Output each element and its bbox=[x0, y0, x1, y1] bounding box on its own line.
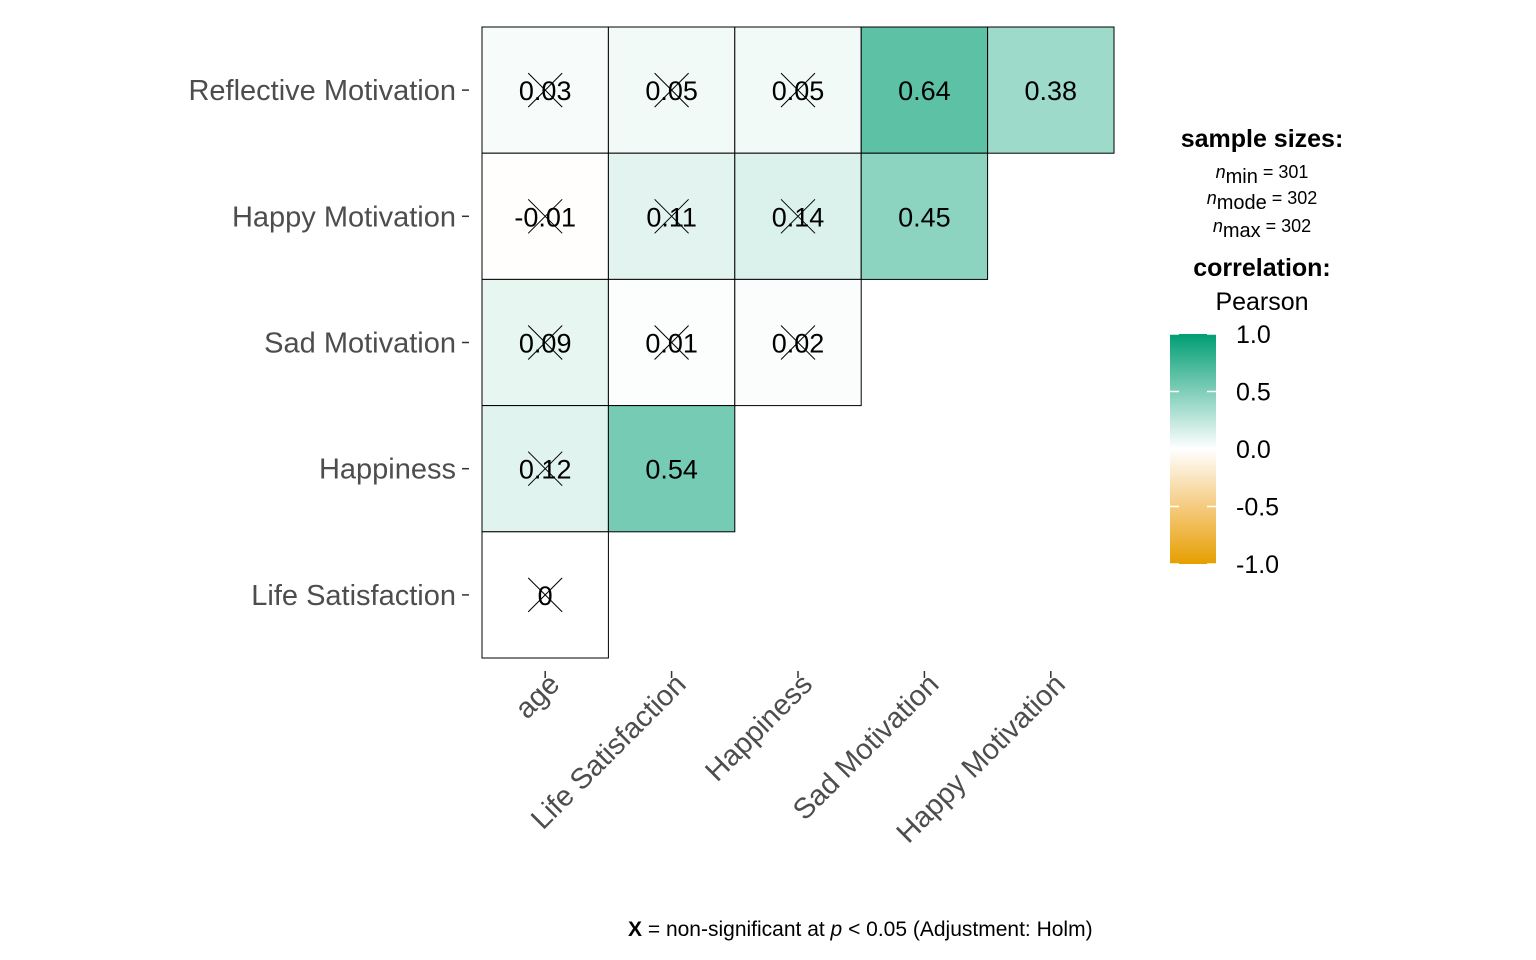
n-mode-symbol: n bbox=[1207, 188, 1217, 208]
colorbar-tick-label-0: 1.0 bbox=[1236, 321, 1271, 349]
y-label-life-satisfaction: Life Satisfaction bbox=[251, 580, 456, 612]
cell-label-reflective-motivation-life-satisfaction: 0.05 bbox=[645, 76, 698, 106]
correlation-title: correlation: bbox=[1193, 254, 1331, 282]
cell-label-reflective-motivation-age: 0.03 bbox=[519, 76, 572, 106]
non-significant-mark-happiness-age bbox=[527, 451, 563, 487]
colorbar-tick-label-4: -1.0 bbox=[1236, 551, 1279, 579]
n-max-value: = 302 bbox=[1266, 216, 1312, 236]
cell-label-reflective-motivation-sad-motivation: 0.64 bbox=[898, 76, 951, 106]
cell-happy-motivation-sad-motivation bbox=[860, 152, 989, 280]
n-min-value: = 301 bbox=[1263, 162, 1309, 182]
y-label-happy-motivation: Happy Motivation bbox=[232, 201, 456, 233]
n-min-subscript: min bbox=[1226, 166, 1258, 188]
x-label-age: age bbox=[509, 668, 566, 725]
cell-label-reflective-motivation-happiness: 0.05 bbox=[772, 76, 825, 106]
cell-happiness-life-satisfaction bbox=[607, 405, 736, 533]
cell-label-sad-motivation-happiness: 0.02 bbox=[772, 329, 825, 359]
colorbar-tick-label-3: -0.5 bbox=[1236, 494, 1279, 522]
cell-label-happy-motivation-sad-motivation: 0.45 bbox=[898, 202, 951, 232]
heatmap-cells: 0.03 0.05 0.05 0.64 0.38 -0.01 0.11 0.14 0.45 0.0… bbox=[481, 26, 1115, 659]
sample-sizes-title: sample sizes: bbox=[1181, 125, 1344, 153]
n-mode-label: nmode = 302 bbox=[1207, 188, 1318, 214]
cell-label-reflective-motivation-happy-motivation: 0.38 bbox=[1025, 76, 1078, 106]
x-label-happiness: Happiness bbox=[699, 668, 819, 788]
y-label-happiness: Happiness bbox=[319, 454, 456, 486]
colorbar-tick-label-2: 0.0 bbox=[1236, 436, 1271, 464]
cell-label-happy-motivation-life-satisfaction: 0.11 bbox=[646, 202, 697, 232]
n-max-symbol: n bbox=[1213, 216, 1223, 236]
y-axis: Reflective Motivation Happy Motivation Sad… bbox=[188, 75, 469, 612]
n-mode-value: = 302 bbox=[1272, 188, 1318, 208]
cell-reflective-motivation-happy-motivation bbox=[987, 26, 1115, 154]
caption-text-1: = non-significant at bbox=[642, 918, 831, 941]
n-max-subscript: max bbox=[1223, 220, 1261, 242]
cell-label-happiness-age: 0.12 bbox=[519, 455, 572, 485]
correlation-method: Pearson bbox=[1215, 288, 1308, 316]
y-label-sad-motivation: Sad Motivation bbox=[264, 328, 456, 360]
caption: X = non-significant at p < 0.05 (Adjustm… bbox=[628, 918, 1093, 941]
legend: sample sizes: nmin = 301 nmode = 302 nmax =… bbox=[1170, 125, 1343, 579]
colorbar-ticks: 1.0 0.5 0.0 -0.5 -1.0 bbox=[1170, 321, 1279, 579]
cell-label-happy-motivation-happiness: 0.14 bbox=[772, 202, 825, 232]
cell-label-life-satisfaction-age: 0 bbox=[538, 581, 553, 611]
non-significant-mark-reflective-motivation-happiness bbox=[780, 72, 816, 108]
non-significant-mark-reflective-motivation-age bbox=[527, 72, 563, 108]
non-significant-mark-sad-motivation-age bbox=[527, 325, 563, 360]
caption-text-2: < 0.05 (Adjustment: Holm) bbox=[842, 918, 1092, 941]
non-significant-mark-happy-motivation-happiness bbox=[780, 198, 816, 234]
colorbar-tick-label-1: 0.5 bbox=[1236, 379, 1271, 407]
cell-reflective-motivation-sad-motivation bbox=[860, 26, 989, 154]
y-label-reflective-motivation: Reflective Motivation bbox=[188, 75, 456, 107]
cell-label-happiness-life-satisfaction: 0.54 bbox=[645, 455, 698, 485]
cell-label-sad-motivation-life-satisfaction: 0.01 bbox=[645, 329, 698, 359]
non-significant-mark-life-satisfaction-age bbox=[527, 577, 563, 613]
non-significant-mark-happy-motivation-age bbox=[527, 198, 563, 234]
n-min-symbol: n bbox=[1216, 162, 1226, 182]
non-significant-mark-sad-motivation-life-satisfaction bbox=[654, 325, 689, 360]
non-significant-mark-reflective-motivation-life-satisfaction bbox=[654, 72, 689, 108]
non-significant-mark-sad-motivation-happiness bbox=[780, 325, 816, 360]
caption-p: p bbox=[830, 918, 843, 941]
cell-label-sad-motivation-age: 0.09 bbox=[519, 329, 572, 359]
n-min-label: nmin = 301 bbox=[1216, 162, 1309, 188]
non-significant-mark-happy-motivation-life-satisfaction bbox=[654, 198, 689, 234]
n-mode-subscript: mode bbox=[1217, 192, 1267, 214]
n-max-label: nmax = 302 bbox=[1213, 216, 1311, 242]
cell-label-happy-motivation-age: -0.01 bbox=[514, 202, 576, 232]
caption-marker: X bbox=[628, 918, 642, 941]
